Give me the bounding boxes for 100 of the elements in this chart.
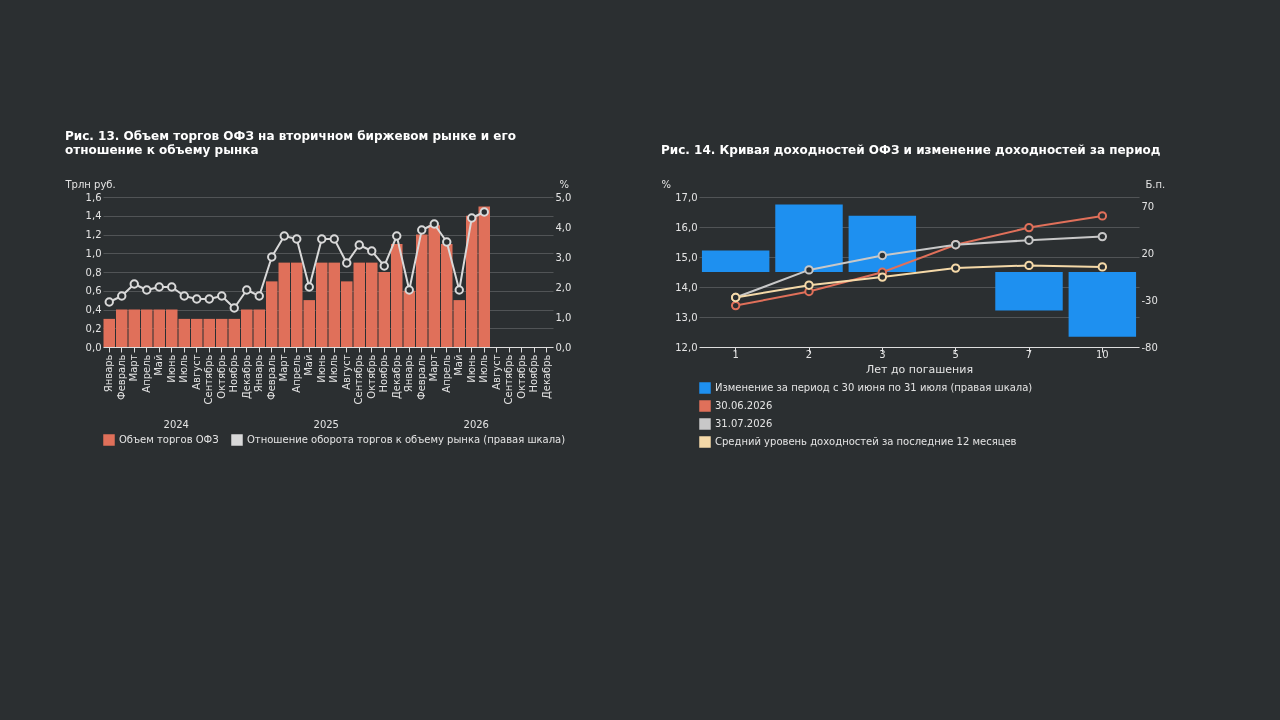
point — [267, 252, 277, 262]
y-tick-label: 13,0 — [675, 311, 698, 323]
y-tick-label: 1,2 — [85, 229, 102, 240]
point — [229, 303, 239, 313]
x-tick-label: Январь — [403, 354, 415, 393]
x-tick-label: Ноябрь — [378, 354, 390, 393]
point — [342, 258, 352, 268]
point — [167, 282, 177, 292]
x-tick-label: Октябрь — [515, 354, 527, 399]
point — [950, 263, 961, 273]
x-tick-label: Апрель — [290, 354, 302, 393]
text: 2026 — [463, 419, 489, 430]
y2-tick-label: 20 — [1141, 247, 1155, 259]
legend-label: Средний уровень доходностей за последние 12 месяцев — [715, 436, 1017, 447]
point — [304, 282, 314, 292]
point — [804, 265, 814, 275]
point — [877, 272, 888, 282]
x-tick-label: Декабрь — [540, 354, 552, 400]
x-tick-label: Сентябрь — [203, 354, 215, 405]
x-tick-label: Апрель — [440, 354, 452, 393]
bar — [775, 204, 843, 272]
y2-tick-label: 0,0 — [555, 341, 572, 353]
point — [404, 285, 414, 295]
x-tick-label: Июнь — [465, 354, 477, 383]
text: 2024 — [163, 419, 189, 430]
x-tick-label: Январь — [253, 354, 265, 393]
y-tick-label: 1,0 — [85, 247, 102, 259]
x-tick-label: Июль — [328, 354, 340, 383]
point — [192, 294, 202, 304]
x-tick-label: Август — [340, 354, 352, 390]
x-tick-label: 7 — [1025, 348, 1033, 360]
x-tick-label: Март — [128, 354, 140, 382]
y-axis-title: Трлн руб. — [64, 178, 116, 190]
point — [154, 282, 164, 292]
legend-label: Изменение за период с 30 июня по 31 июля (правая шкала) — [715, 382, 1033, 393]
y-tick-label: 0,0 — [85, 341, 102, 353]
point — [877, 250, 888, 261]
y-tick-label: 1,4 — [85, 210, 102, 222]
y-tick-label: 0,8 — [85, 266, 102, 278]
y-axis-title: % — [661, 178, 672, 190]
point — [292, 234, 302, 244]
y-tick-label: 1,6 — [85, 191, 102, 203]
point — [1024, 260, 1034, 271]
bar — [995, 272, 1063, 311]
y-tick-label: 0,4 — [85, 304, 102, 315]
point — [417, 225, 427, 235]
point — [442, 237, 452, 247]
x-tick-label: 10 — [1095, 348, 1109, 360]
x-tick-label: Сентябрь — [503, 354, 515, 405]
bar — [848, 215, 917, 272]
text: 2025 — [313, 419, 339, 430]
point — [1097, 211, 1108, 221]
y-tick-label: 17,0 — [675, 191, 698, 203]
x-tick-label: Январь — [103, 354, 115, 393]
y-tick-label: 12,0 — [675, 341, 698, 353]
x-tick-label: 3 — [879, 348, 886, 360]
x-tick-label: Май — [153, 354, 165, 376]
y-tick-label: 0,2 — [85, 322, 102, 334]
x-tick-label: Ноябрь — [528, 354, 540, 393]
y2-tick-label: 5,0 — [555, 191, 572, 203]
x-tick-label: Июнь — [315, 354, 327, 383]
point — [179, 291, 189, 301]
y-tick-label: 15,0 — [675, 251, 698, 263]
x-tick-label: Февраль — [415, 354, 427, 400]
bar — [1068, 272, 1137, 337]
y2-tick-label: -80 — [1141, 341, 1158, 353]
point — [1024, 222, 1034, 233]
point — [129, 279, 139, 289]
point — [367, 246, 377, 256]
x-tick-label: 1 — [732, 348, 739, 360]
point — [104, 297, 114, 307]
point — [392, 231, 402, 241]
x-tick-label: 5 — [952, 348, 959, 360]
point — [254, 291, 264, 301]
legend-label: Отношение оборота торгов к объему рынка (правая шкала) — [247, 434, 566, 445]
y2-tick-label: -30 — [1141, 294, 1158, 306]
point — [429, 219, 439, 229]
point — [479, 207, 489, 217]
y2-tick-label: 2,0 — [555, 281, 572, 293]
x-tick-label: Июнь — [165, 354, 177, 383]
x-tick-label: Ноябрь — [228, 354, 240, 393]
x-tick-label: Март — [428, 354, 440, 382]
chart-title: Рис. 13. Объем торгов ОФЗ на вторичном биржевом рынке и его отношение к объему рынка — [65, 129, 516, 157]
x-tick-label: Май — [453, 354, 465, 376]
legend-label: Объем торгов ОФЗ — [119, 434, 219, 445]
y2-axis-title: % — [559, 178, 570, 190]
point — [117, 291, 127, 301]
y2-tick-label: 1,0 — [555, 311, 572, 323]
point — [467, 213, 477, 223]
x-tick-label: Август — [190, 354, 202, 390]
y2-axis-title: Б.п. — [1145, 178, 1166, 190]
x-tick-label: Март — [278, 354, 290, 382]
point — [804, 280, 814, 290]
x-tick-label: Сентябрь — [353, 354, 365, 405]
x-axis-title: Лет до погашения — [865, 362, 974, 376]
x-tick-label: Февраль — [115, 354, 127, 400]
x-tick-label: Декабрь — [390, 354, 402, 400]
point — [730, 300, 741, 311]
y-tick-label: 16,0 — [675, 221, 698, 233]
point — [354, 240, 364, 250]
